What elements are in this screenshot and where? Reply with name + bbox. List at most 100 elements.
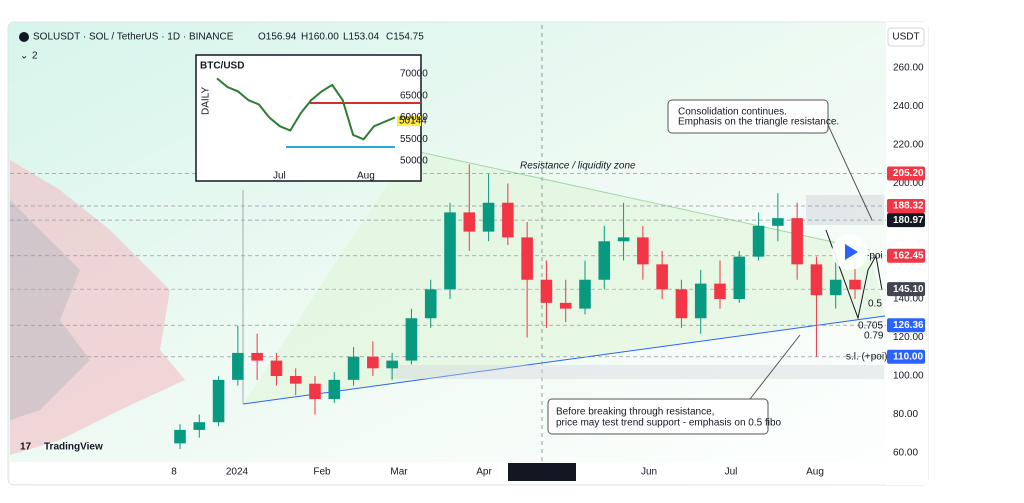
inset-tag-text: 50144 [399, 116, 427, 127]
candle-body [502, 202, 514, 238]
x-tick-label: Jun [641, 467, 657, 478]
time-axis [10, 462, 886, 484]
price-badge [887, 248, 925, 263]
price-badge-text: 126.36 [893, 320, 924, 331]
candle-body [212, 379, 225, 423]
candle-body [328, 379, 341, 400]
indicator-toggle[interactable]: ⌄ [20, 51, 28, 62]
inset-period: DAILY [201, 87, 212, 115]
ohlc-open: O156.94 [258, 32, 297, 43]
price-badge-text: 180.97 [893, 215, 924, 226]
candle-body [232, 352, 244, 380]
price-badge-text: 188.32 [893, 201, 924, 212]
indicator-count[interactable]: 2 [32, 51, 38, 62]
inset-tag [397, 116, 421, 126]
candle-body [772, 218, 784, 226]
note-text: Emphasis on the triangle resistance. [678, 117, 839, 128]
y-tick-label: 100.00 [893, 371, 924, 382]
x-tick-label: 2024 [226, 467, 249, 478]
fib-label: 0.705 [858, 321, 883, 332]
currency-button[interactable] [887, 27, 925, 47]
candle-body [714, 283, 726, 299]
candle-body [791, 218, 803, 265]
crosshair-date [508, 463, 576, 481]
x-tick-label: Feb [313, 467, 331, 478]
candle-body [367, 356, 379, 369]
candle-body [810, 264, 823, 296]
candle-body [193, 422, 206, 430]
inset [195, 54, 422, 182]
candle-body [347, 356, 360, 380]
liquidity-zone [806, 195, 884, 225]
fib-label: -poi [866, 251, 883, 262]
x-tick-label: Jul [725, 467, 738, 478]
x-tick-label: Apr [476, 467, 492, 478]
candle-body [829, 279, 842, 296]
candle-body [463, 212, 476, 232]
candle-body [386, 360, 398, 369]
fib-label: 0.79 [864, 331, 884, 342]
note-text: Before breaking through resistance, [556, 407, 714, 418]
candle-body [521, 237, 533, 280]
candle-body [637, 237, 649, 265]
candle-body [424, 289, 437, 319]
y-tick-label: 60.00 [893, 448, 918, 459]
inset-tick: 50000 [400, 156, 428, 167]
y-tick-label: 260.00 [893, 63, 924, 74]
candle-body [444, 212, 456, 290]
inset-plot: 70000 65000 60000 55000 50000 [216, 69, 428, 167]
symbol: SOLUSDT · SOL / TetherUS · 1D · BINANCE [33, 32, 234, 43]
price-badge [887, 166, 925, 181]
price-badge-text: 110.00 [893, 351, 923, 362]
price-badge [887, 213, 925, 228]
y-tick-label: 200.00 [893, 178, 924, 189]
support-line [242, 315, 886, 405]
candle-body [656, 264, 668, 290]
axis-labels: 260.00 240.00 220.00 200.00 140.00 120.00 100.… [171, 63, 925, 481]
price-badge-text: 162.45 [893, 250, 924, 261]
candle-body [579, 279, 591, 309]
price-badge [887, 198, 925, 213]
note-pointer [749, 334, 801, 400]
candle-body [849, 279, 861, 290]
price-badge [887, 282, 925, 297]
price-badge [887, 349, 925, 364]
x-tick-label: Aug [806, 467, 824, 478]
y-tick-label: 120.00 [893, 332, 924, 343]
inset-month: Aug [357, 171, 375, 182]
triangle-zone [243, 150, 885, 404]
fib-label: 0.5 [868, 299, 882, 310]
candle-body [752, 225, 765, 257]
candle-body [270, 360, 283, 376]
candle-body [598, 241, 611, 280]
candle-body [174, 429, 186, 444]
ohlc-low: L153.04 [343, 32, 380, 43]
currency[interactable]: USDT [892, 32, 919, 43]
note-text: Consolidation continues. [678, 107, 787, 118]
candle-body [694, 283, 707, 319]
volume-profile [10, 160, 185, 455]
fib-label: s.l. (+poi) [846, 352, 887, 363]
candle-body [559, 302, 572, 309]
note-pointer [827, 124, 873, 221]
x-tick-label: Tue 23 Apr '24 [510, 467, 575, 478]
candle-body [733, 256, 746, 299]
inset-title: BTC/USD [200, 61, 244, 72]
inset-tick: 60000 [400, 112, 428, 123]
brand-logo: 17 [20, 442, 32, 453]
price-badge-text: 145.10 [893, 284, 924, 295]
projection-arrow [825, 229, 883, 320]
volume-profile [10, 200, 90, 420]
price-badge-text: 205.20 [893, 168, 924, 179]
candle-body [617, 237, 630, 242]
x-tick-label: 8 [171, 467, 177, 478]
x-tick-label: Mar [390, 467, 408, 478]
ohlc-high: H160.00 [301, 32, 339, 43]
candles [174, 164, 861, 450]
inset-tick: 65000 [400, 90, 428, 101]
zone-label: Resistance / liquidity zone [520, 161, 636, 172]
symbol-icon [19, 32, 29, 42]
play-icon[interactable] [845, 244, 858, 260]
price-badge [887, 318, 925, 333]
